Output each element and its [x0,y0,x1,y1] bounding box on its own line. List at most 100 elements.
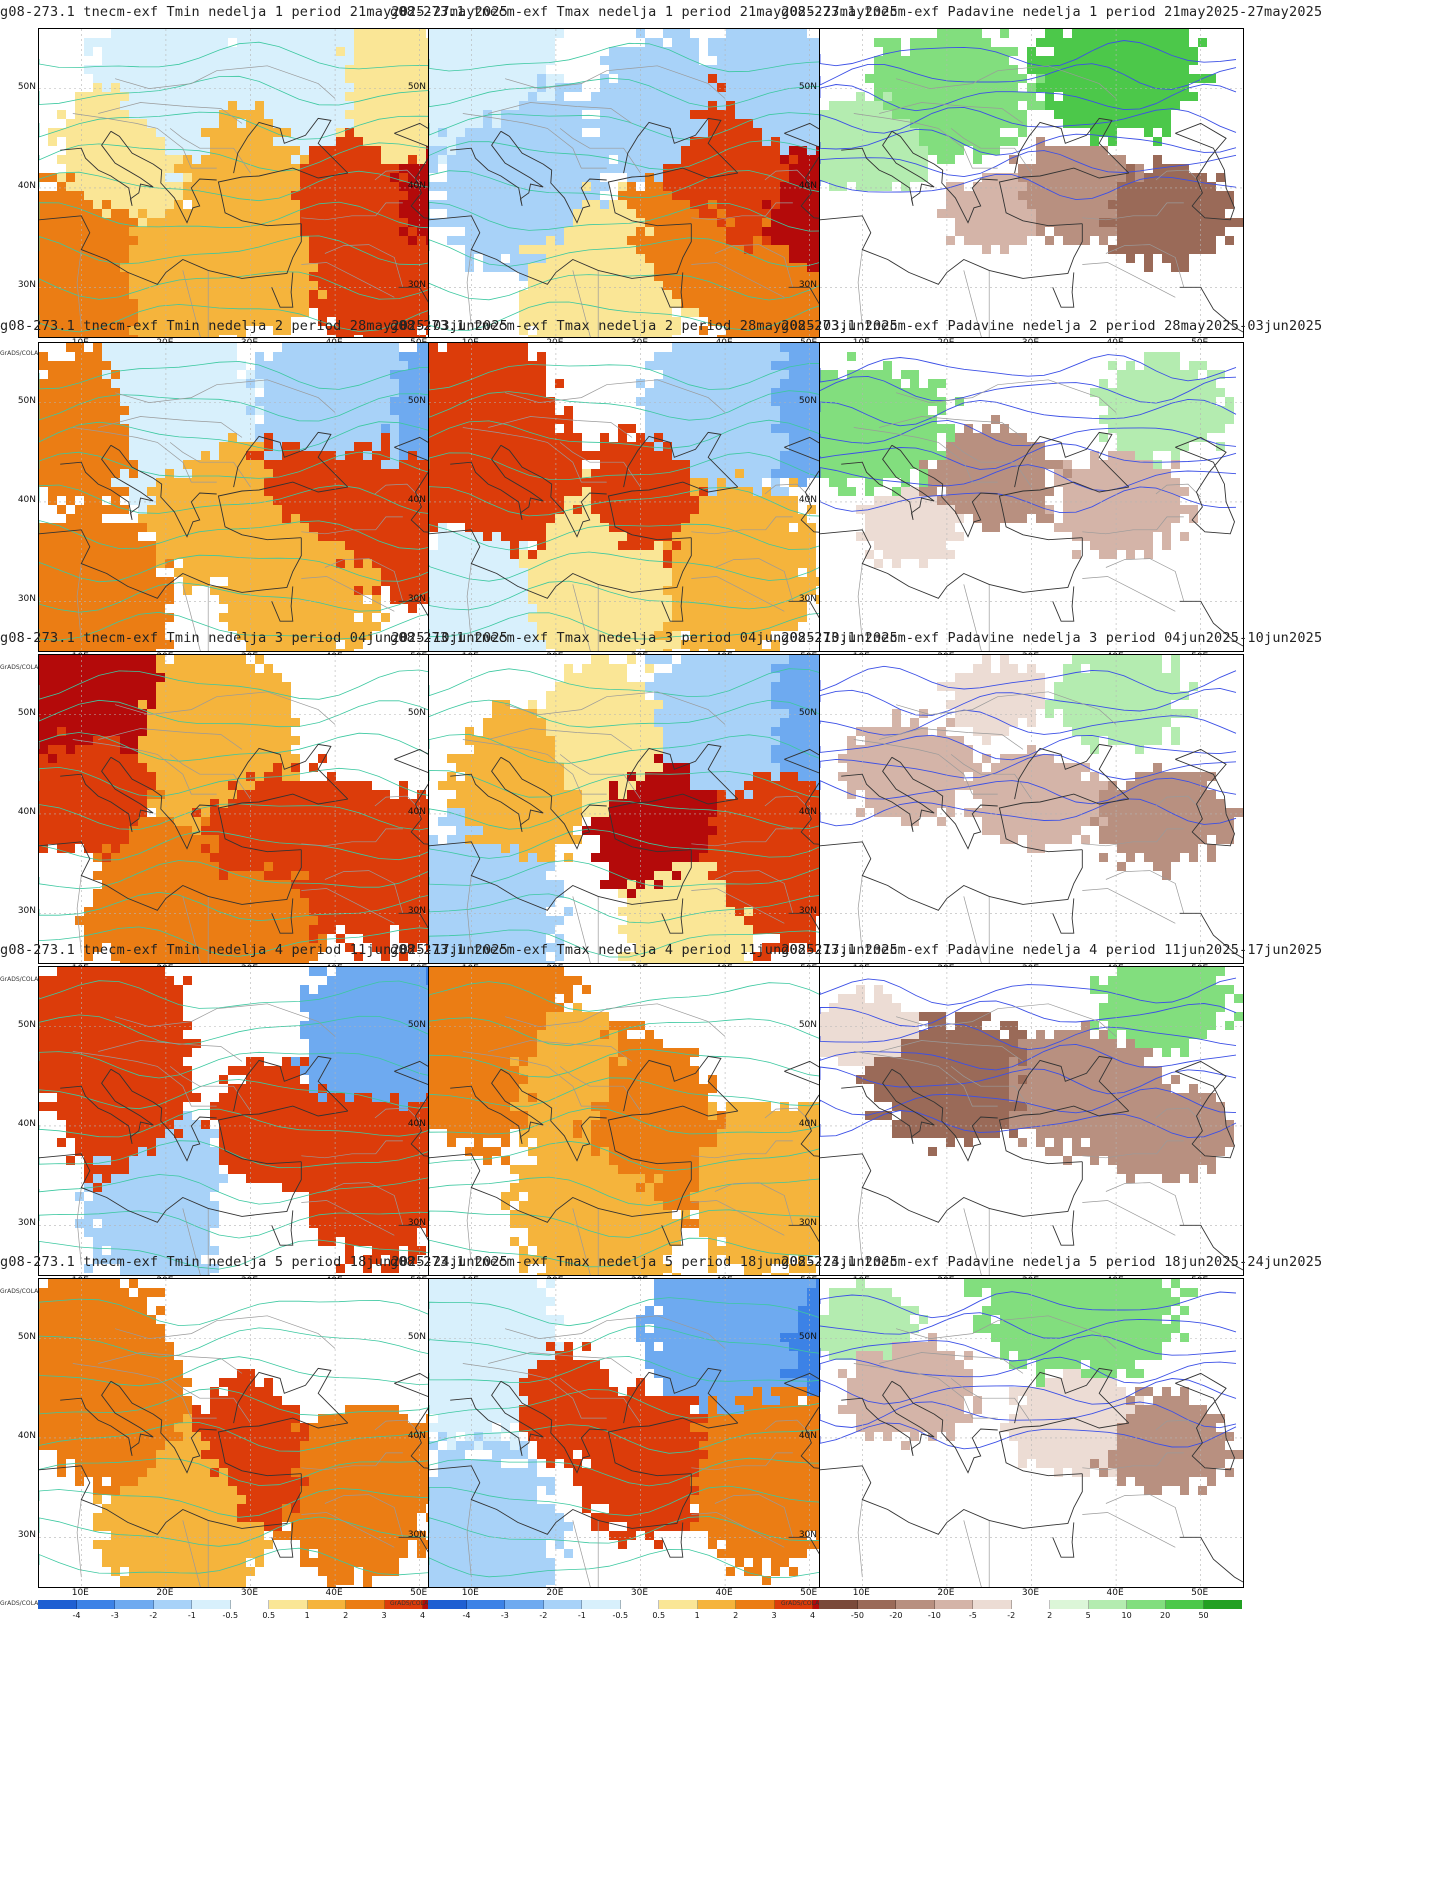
colorbar-tick-label: -4 [72,1611,81,1620]
anomaly-map [428,654,853,964]
lat-label: 50N [407,1331,426,1342]
panel-title: g08-273.1 tnecm-exf Padavine nedelja 5 p… [781,1254,1323,1270]
lat-label: 50N [17,707,36,718]
anomaly-map [819,342,1244,652]
lat-label: 40N [407,494,426,505]
colorbar-tick-label: -20 [889,1611,903,1620]
map-canvas [429,1279,852,1587]
colorbar [819,1600,1243,1609]
colorbar-swatch [115,1600,154,1609]
colorbar-tick-label: -0.5 [222,1611,239,1620]
colorbar-swatch [1088,1600,1128,1609]
lat-label: 40N [798,1118,817,1129]
map-panel-padavine-week-5: g08-273.1 tnecm-exf Padavine nedelja 5 p… [781,1250,1323,1628]
map-canvas [820,967,1243,1275]
lon-label: 10E [461,1588,479,1598]
anomaly-map [38,28,463,338]
colorbar-swatch [269,1600,308,1609]
colorbar-swatch [192,1600,231,1609]
lat-label: 50N [407,707,426,718]
lat-label: 30N [17,1530,36,1541]
panel-title: g08-273.1 tnecm-exf Tmax nedelja 3 perio… [390,630,898,646]
map-canvas [820,29,1243,337]
colorbar-swatch [659,1600,698,1609]
colorbar-tick-label: -10 [927,1611,941,1620]
lat-label: 50N [798,1331,817,1342]
colorbar-tick-label: 3 [771,1611,777,1620]
colorbar-tick-label: -5 [968,1611,977,1620]
lat-label: 40N [17,1118,36,1129]
colorbar-swatch [346,1600,385,1609]
map-canvas [820,343,1243,651]
colorbar-tick-label: -4 [462,1611,471,1620]
map-panel-tmax-week-2: g08-273.1 tnecm-exf Tmax nedelja 2 perio… [390,314,898,692]
anomaly-map [38,966,463,1276]
colorbar-tick-label: -1 [577,1611,586,1620]
colorbar-swatch [620,1600,660,1609]
grads-credit: GrADS/COLA [0,976,39,983]
colorbar-tick-label: 1 [694,1611,700,1620]
lat-label: 50N [407,1019,426,1030]
panel-title: g08-273.1 tnecm-exf Tmax nedelja 4 perio… [390,942,898,958]
lon-label: 20E [937,1588,955,1598]
colorbar-swatch [1165,1600,1205,1609]
grads-credit: GrADS/COLA [781,1600,820,1607]
lat-label: 50N [798,81,817,92]
map-canvas [39,29,462,337]
map-panel-tmin-week-4: g08-273.1 tnecm-exf Tmin nedelja 4 perio… [0,938,508,1316]
colorbar-swatch [230,1600,270,1609]
panel-title: g08-273.1 tnecm-exf Padavine nedelja 4 p… [781,942,1323,958]
colorbar-swatch [857,1600,897,1609]
anomaly-map [819,966,1244,1276]
lon-label: 50E [1191,1588,1209,1598]
lat-label: 30N [407,1218,426,1229]
anomaly-map [428,342,853,652]
lon-label: 50E [800,1588,818,1598]
map-panel-tmax-week-3: g08-273.1 tnecm-exf Tmax nedelja 3 perio… [390,626,898,1004]
lon-label: 10E [71,1588,89,1598]
colorbar-swatch [384,1600,424,1609]
anomaly-map [38,654,463,964]
colorbar-swatch [428,1600,467,1609]
anomaly-map [819,28,1244,338]
colorbar-swatch [896,1600,935,1609]
map-panel-tmin-week-5: g08-273.1 tnecm-exf Tmin nedelja 5 perio… [0,1250,508,1628]
colorbar-swatch [934,1600,974,1609]
colorbar-swatch [736,1600,775,1609]
colorbar-swatch [973,1600,1012,1609]
colorbar-tick-label: -2 [149,1611,158,1620]
colorbar-swatch [466,1600,506,1609]
lon-label: 30E [240,1588,259,1598]
panel-title: g08-273.1 tnecm-exf Tmax nedelja 5 perio… [390,1254,898,1270]
anomaly-map [819,1278,1244,1588]
map-panel-tmin-week-2: g08-273.1 tnecm-exf Tmin nedelja 2 perio… [0,314,508,692]
map-panel-tmax-week-5: g08-273.1 tnecm-exf Tmax nedelja 5 perio… [390,1250,898,1628]
map-canvas [429,967,852,1275]
colorbar-tick-label: 1 [304,1611,310,1620]
anomaly-map [428,1278,853,1588]
lat-label: 50N [17,395,36,406]
map-canvas [429,655,852,963]
lat-label: 40N [798,806,817,817]
colorbar-swatch [505,1600,544,1609]
lon-label: 50E [410,1588,428,1598]
map-panel-tmin-week-3: g08-273.1 tnecm-exf Tmin nedelja 3 perio… [0,626,508,1004]
lat-label: 50N [17,1331,36,1342]
map-panel-padavine-week-3: g08-273.1 tnecm-exf Padavine nedelja 3 p… [781,626,1322,1004]
lat-label: 30N [407,1530,426,1541]
colorbar-swatch [819,1600,858,1609]
lat-label: 40N [407,806,426,817]
colorbar-tick-label: 20 [1159,1611,1171,1620]
colorbar-tick-label: -50 [850,1611,864,1620]
anomaly-map [38,342,463,652]
lat-label: 30N [798,906,817,917]
map-canvas [820,655,1243,963]
panel-title: g08-273.1 tnecm-exf Tmin nedelja 2 perio… [0,318,508,334]
colorbar-tick-label: -2 [539,1611,548,1620]
grads-credit: GrADS/COLA [0,664,39,671]
colorbar-tick-label: 3 [381,1611,387,1620]
colorbar-swatch [1127,1600,1166,1609]
lon-label: 30E [1021,1588,1040,1598]
map-canvas [429,29,852,337]
grads-credit: GrADS/COLA [0,1288,39,1295]
